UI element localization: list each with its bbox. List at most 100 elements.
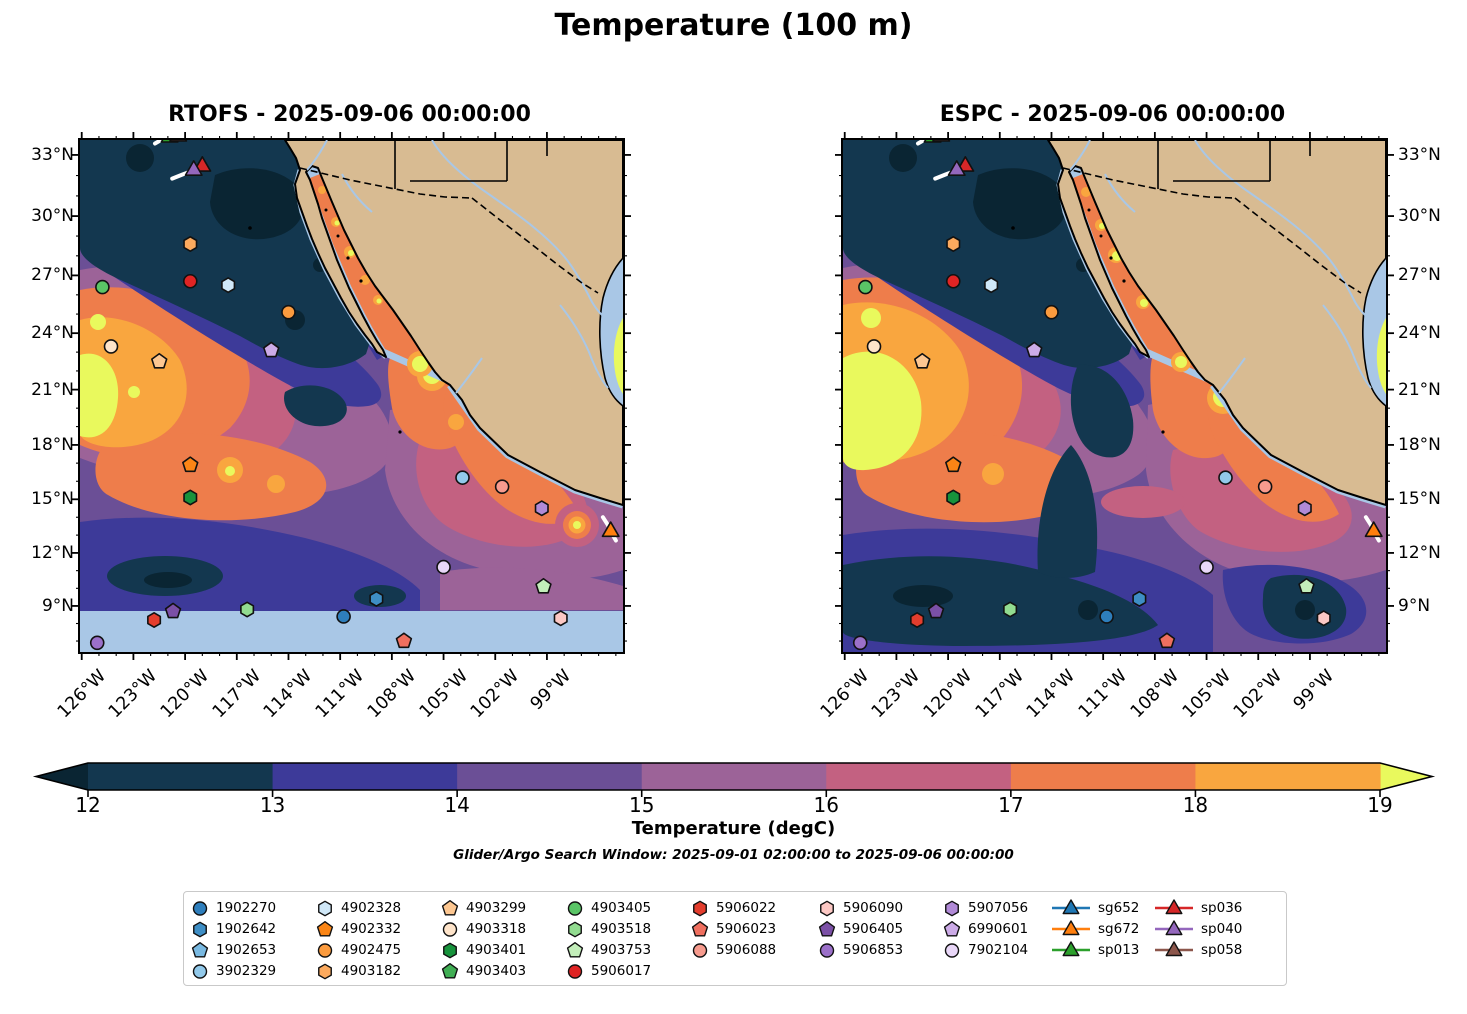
platform-marker-4903518 (1003, 601, 1018, 618)
legend-item-1902270: 1902270 (191, 897, 276, 918)
platform-marker-4903318 (866, 339, 882, 354)
colorbar-tick-14: 14 (444, 793, 470, 817)
y-tick-label: 33°N (1398, 144, 1441, 165)
colorbar-tick-16: 16 (813, 793, 839, 817)
legend-item-1902642: 1902642 (191, 918, 276, 939)
legend-item-5906017: 5906017 (566, 960, 651, 981)
legend-label: 4903403 (466, 962, 527, 979)
legend-item-5906022: 5906022 (691, 897, 776, 918)
platform-marker-4902475 (281, 304, 296, 320)
platform-marker-4903318 (103, 339, 119, 354)
legend-column: 1902270 1902642 1902653 3902329 (191, 897, 276, 981)
colorbar-label: Temperature (degC) (631, 818, 836, 839)
legend-item-7902104: 7902104 (943, 939, 1028, 960)
platform-marker-sp013 (923, 140, 942, 143)
platform-marker-5906088 (494, 479, 510, 494)
legend-label: 3902329 (216, 962, 277, 979)
legend-column: 5906022 5906023 5906088 (691, 897, 776, 960)
platform-marker-1902642 (369, 590, 384, 607)
map-espc (835, 132, 1394, 660)
legend-marker-hexagon (820, 900, 834, 916)
y-tick-label: 12°N (31, 542, 74, 563)
platform-marker-4902328 (984, 277, 999, 294)
legend-marker-pentagon (818, 920, 836, 937)
legend-marker-hexagon (945, 900, 959, 916)
platform-marker-sg672 (601, 521, 620, 538)
legend-label: 5906022 (716, 899, 777, 916)
legend-item-4903403: 4903403 (441, 960, 526, 981)
y-tick-label: 27°N (31, 265, 74, 286)
legend-marker-pentagon (691, 920, 709, 937)
platform-marker-4903182 (946, 235, 961, 252)
legend-label: 5906405 (843, 920, 904, 937)
legend-column: 5907056 6990601 7902104 (943, 897, 1028, 960)
legend-item-4903518: 4903518 (566, 918, 651, 939)
platform-marker-5906022 (147, 611, 162, 629)
legend-marker-triangle-line (1155, 898, 1193, 914)
platform-marker-7902104 (1199, 559, 1214, 575)
platform-marker-5907056 (1297, 500, 1312, 517)
legend-label: 4903299 (466, 899, 527, 916)
legend-item-4903299: 4903299 (441, 897, 526, 918)
legend-label: 1902642 (216, 920, 277, 937)
legend-label: sp040 (1201, 920, 1243, 937)
legend-label: 5906023 (716, 920, 777, 937)
platform-marker-sp058 (932, 140, 951, 142)
legend-item-5906088: 5906088 (691, 939, 776, 960)
legend-label: 1902270 (216, 899, 277, 916)
legend-item-4902332: 4902332 (316, 918, 401, 939)
platform-marker-5906017 (182, 273, 198, 289)
platform-marker-5906090 (553, 610, 568, 627)
legend-label: sp013 (1098, 941, 1140, 958)
panel-title-espc: ESPC - 2025-09-06 00:00:00 (939, 102, 1286, 127)
colorbar-tick-13: 13 (259, 793, 286, 817)
colorbar-svg (32, 762, 1436, 797)
legend-marker-triangle-line (1052, 898, 1090, 914)
legend-column: 5906090 5906405 5906853 (818, 897, 903, 960)
platform-marker-5906405 (927, 602, 945, 619)
platform-marker-5906017 (945, 273, 961, 289)
legend-label: 4902475 (341, 941, 402, 958)
y-tick-label: 21°N (31, 379, 74, 400)
platform-marker-4903401 (946, 489, 961, 506)
legend-item-sg672: sg672 (1051, 918, 1139, 939)
colorbar-tick-17: 17 (998, 793, 1024, 817)
y-tick-label: 15°N (31, 489, 74, 510)
legend-label: 5906853 (843, 941, 904, 958)
legend-marker-hexagon (318, 963, 332, 979)
map-panel-espc (835, 132, 1394, 660)
axis-ticks-rtofs (72, 132, 631, 660)
legend-item-sp036: sp036 (1154, 897, 1242, 918)
legend-label: 4903753 (591, 941, 652, 958)
legend-item-sp058: sp058 (1154, 939, 1242, 960)
y-tick-label: 21°N (1398, 379, 1441, 400)
colorbar-tick-15: 15 (628, 793, 655, 817)
platform-marker-5906023 (1158, 632, 1176, 649)
legend-marker-hexagon (318, 900, 332, 916)
platform-marker-5906023 (395, 632, 413, 649)
legend-marker-pentagon (441, 899, 459, 916)
legend-item-1902653: 1902653 (191, 939, 276, 960)
legend-item-3902329: 3902329 (191, 960, 276, 981)
y-tick-label: 24°N (31, 323, 74, 344)
legend-label: 4902332 (341, 920, 402, 937)
map-markers-rtofs (89, 140, 620, 651)
platform-marker-5906022 (910, 611, 925, 629)
legend-label: sp036 (1201, 899, 1243, 916)
legend-column: 4903299 4903318 4903401 4903403 (441, 897, 526, 981)
gulf-of-california-warm-spots-rtofs (318, 186, 433, 377)
legend-marker-hexagon (193, 921, 207, 937)
platform-marker-1902270 (1099, 609, 1114, 624)
platform-marker-7902104 (436, 559, 451, 575)
legend-item-5906405: 5906405 (818, 918, 903, 939)
legend-item-5906090: 5906090 (818, 897, 903, 918)
legend-label: 1902653 (216, 941, 277, 958)
legend-item-sp040: sp040 (1154, 918, 1242, 939)
legend-label: 4903518 (591, 920, 652, 937)
legend-label: 4903182 (341, 962, 402, 979)
legend-label: 5906090 (843, 899, 904, 916)
legend-item-5907056: 5907056 (943, 897, 1028, 918)
legend-label: sg672 (1098, 920, 1140, 937)
platform-marker-sg672 (1364, 521, 1383, 538)
